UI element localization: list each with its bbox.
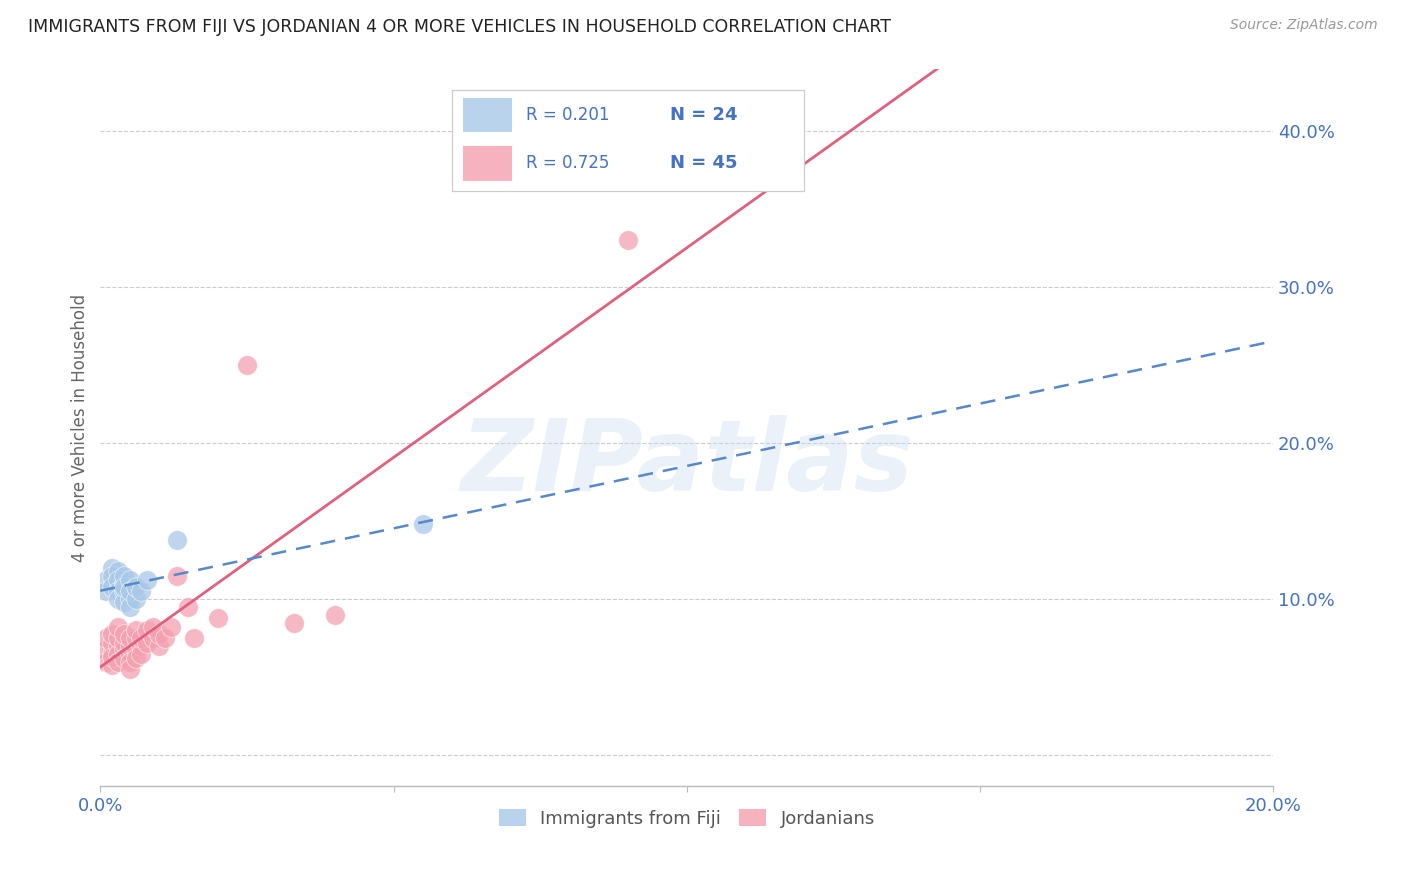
Point (101, 649, 124, 664)
Point (112, 568, 135, 582)
Point (124, 642, 146, 657)
Point (118, 639, 141, 653)
Point (112, 626, 135, 640)
Point (131, 631, 153, 645)
Point (107, 574, 129, 588)
Point (112, 636, 135, 650)
Point (323, 607, 346, 622)
Point (112, 595, 135, 609)
Point (107, 631, 129, 645)
Point (101, 580, 124, 594)
Point (96, 574, 118, 588)
Point (124, 651, 146, 665)
Point (118, 631, 141, 645)
Point (118, 584, 141, 599)
Point (124, 631, 146, 645)
Point (107, 639, 129, 653)
Point (118, 574, 141, 588)
Point (136, 636, 159, 650)
Point (136, 574, 159, 588)
Point (101, 568, 124, 582)
Legend: Immigrants from Fiji, Jordanians: Immigrants from Fiji, Jordanians (491, 802, 882, 835)
Point (166, 568, 188, 582)
Point (101, 636, 124, 650)
Text: IMMIGRANTS FROM FIJI VS JORDANIAN 4 OR MORE VEHICLES IN HOUSEHOLD CORRELATION CH: IMMIGRANTS FROM FIJI VS JORDANIAN 4 OR M… (28, 18, 891, 36)
Y-axis label: 4 or more Vehicles in Household: 4 or more Vehicles in Household (72, 293, 89, 562)
Point (124, 592, 146, 607)
Point (148, 626, 170, 640)
Point (148, 639, 170, 653)
Point (96, 631, 118, 645)
Point (101, 657, 124, 672)
Point (124, 580, 146, 594)
Point (124, 624, 146, 638)
Text: ZIPatlas: ZIPatlas (460, 415, 914, 512)
Point (112, 580, 135, 594)
Point (207, 611, 229, 625)
Point (118, 655, 141, 669)
Point (96, 655, 118, 669)
Point (136, 624, 159, 638)
Point (107, 647, 129, 661)
Point (177, 599, 200, 614)
Point (101, 626, 124, 640)
Point (153, 631, 176, 645)
Point (107, 592, 129, 607)
Point (183, 631, 205, 645)
Point (112, 584, 135, 599)
Point (142, 631, 165, 645)
Point (112, 651, 135, 665)
Point (131, 639, 153, 653)
Point (283, 615, 305, 630)
Point (236, 358, 259, 372)
Point (112, 642, 135, 657)
Point (96, 642, 118, 657)
Point (412, 517, 434, 532)
Point (131, 584, 153, 599)
Point (112, 576, 135, 591)
Point (118, 647, 141, 661)
Point (166, 533, 188, 547)
Point (107, 620, 129, 634)
Point (617, 233, 640, 247)
Point (96, 584, 118, 599)
Point (107, 584, 129, 599)
Point (118, 592, 141, 607)
Point (118, 599, 141, 614)
Point (101, 561, 124, 575)
Point (159, 620, 181, 634)
Point (101, 647, 124, 661)
Text: Source: ZipAtlas.com: Source: ZipAtlas.com (1230, 18, 1378, 32)
Point (107, 655, 129, 669)
Point (107, 564, 129, 578)
Point (142, 620, 165, 634)
Point (118, 662, 141, 676)
Point (131, 647, 153, 661)
